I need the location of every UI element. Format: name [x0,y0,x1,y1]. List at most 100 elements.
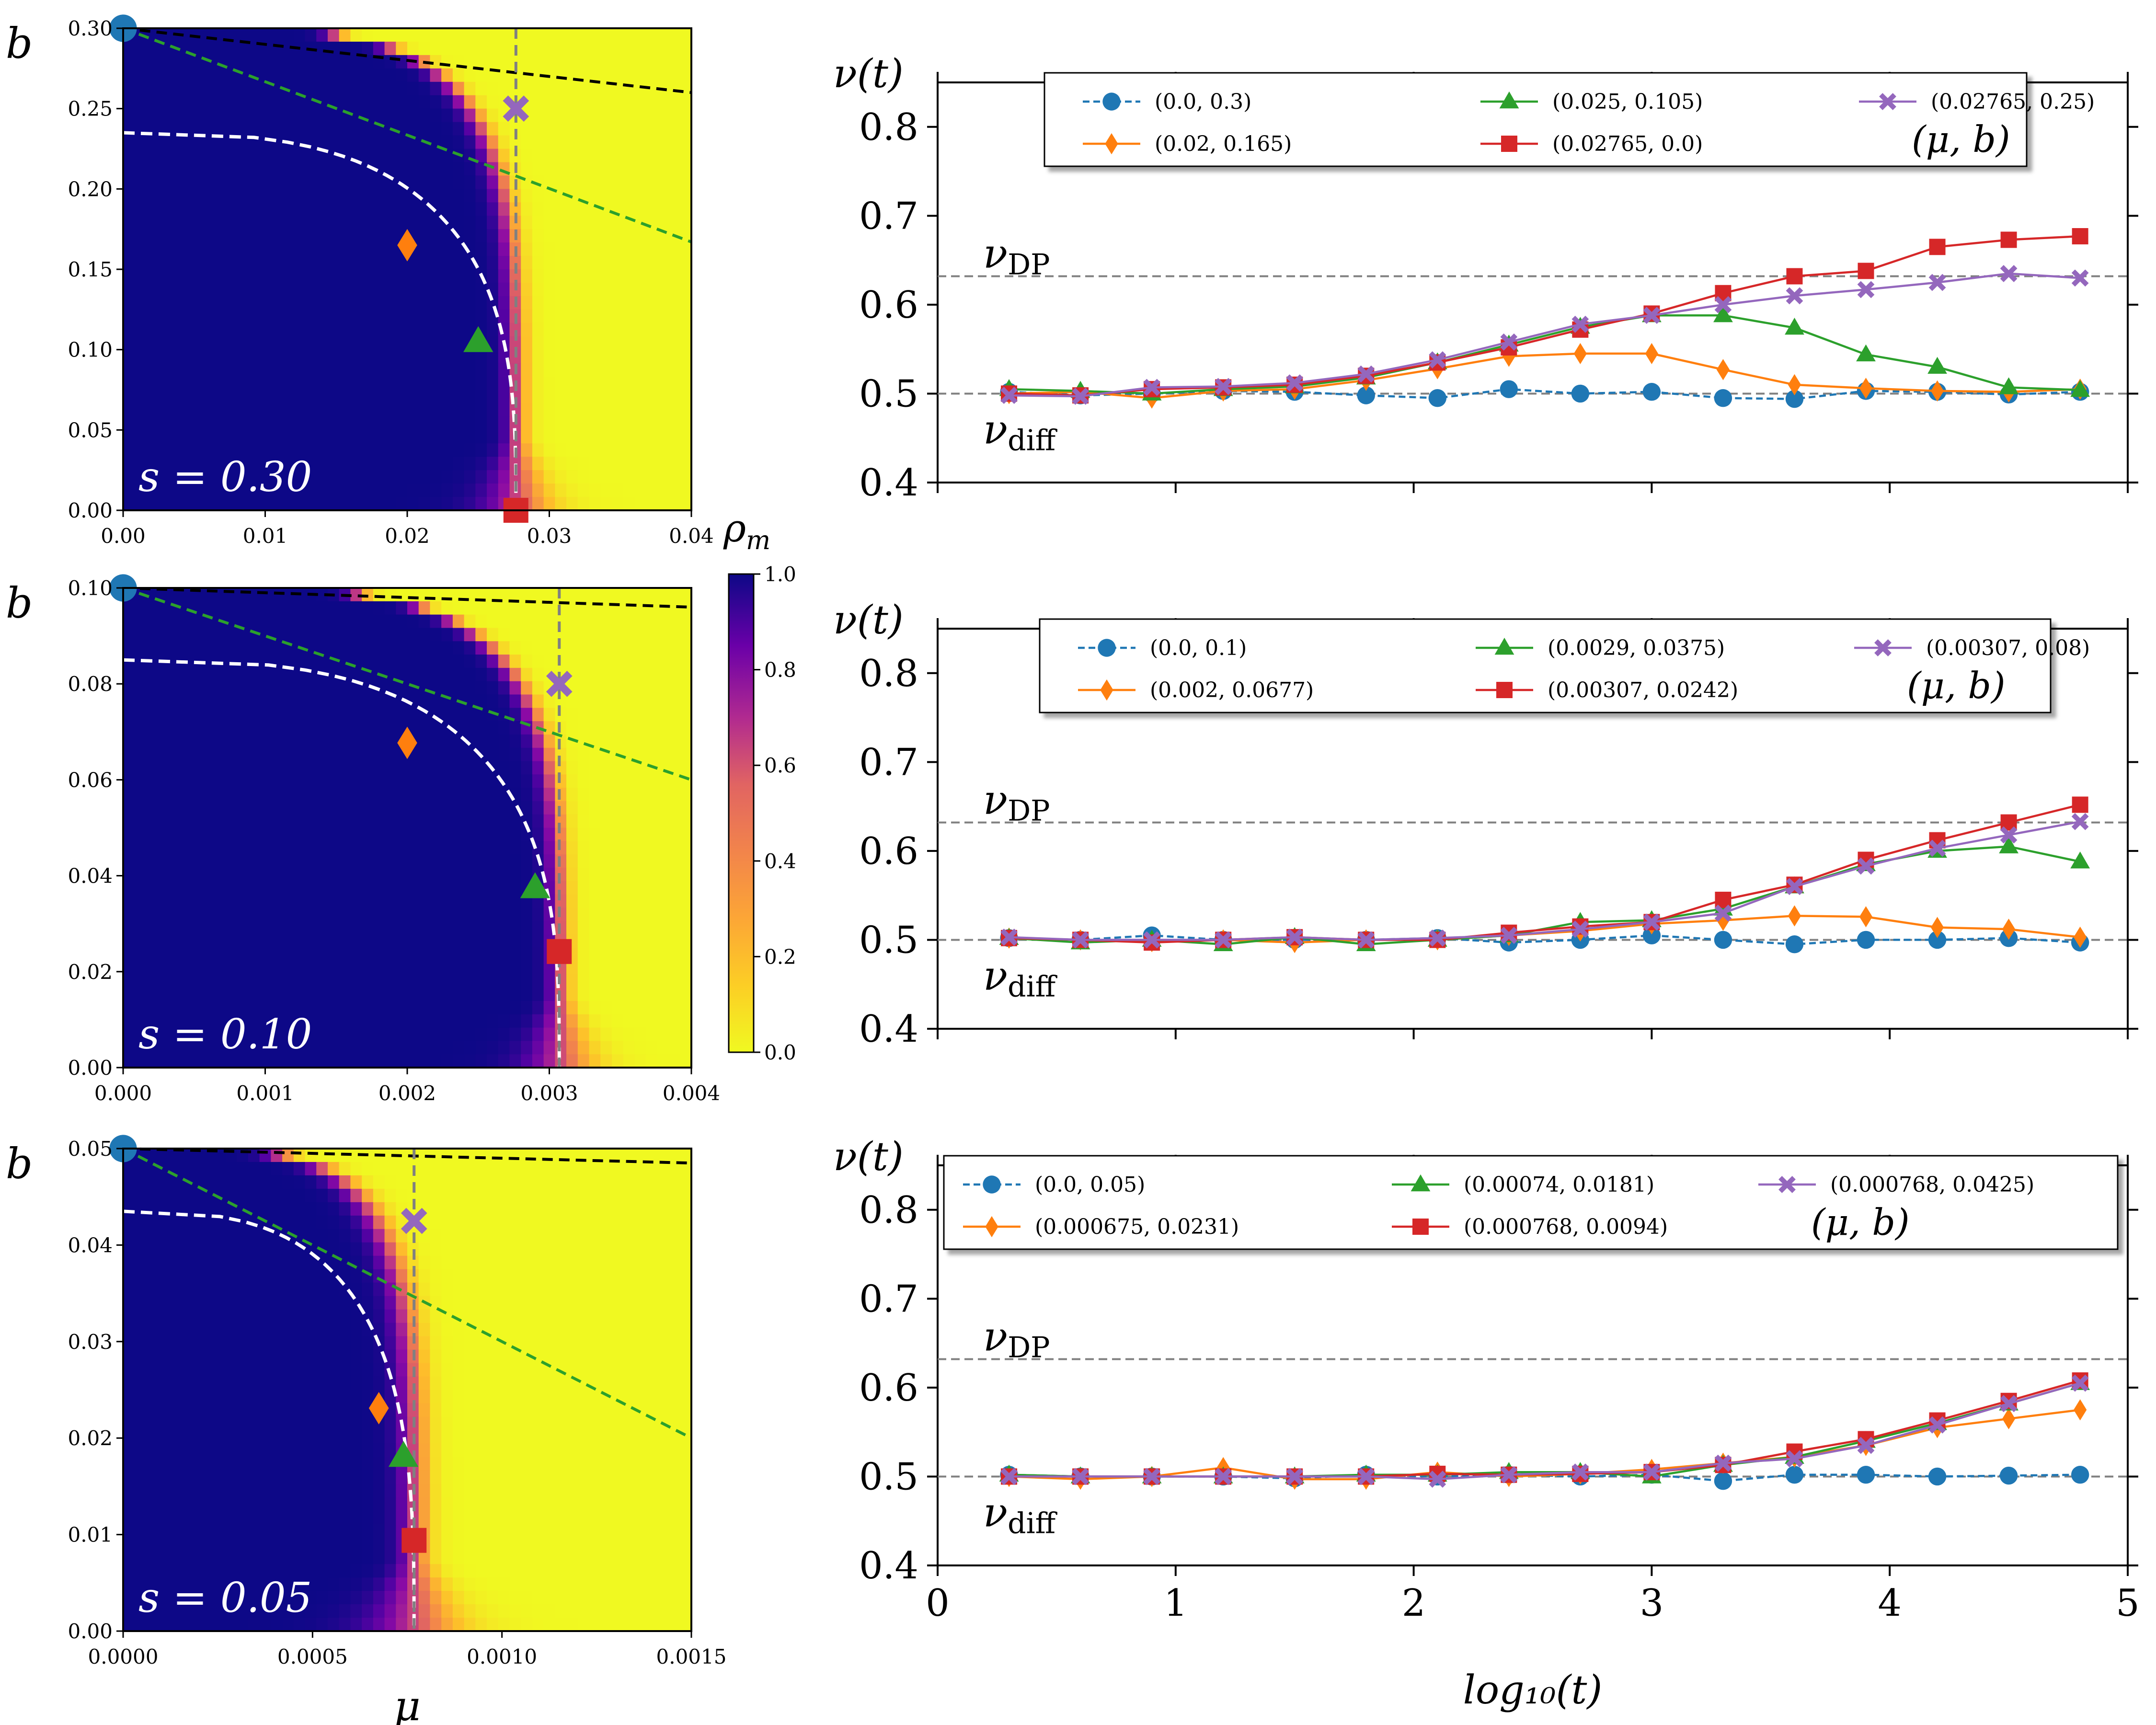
heatmap-cell [441,1390,453,1404]
heatmap-cell [668,175,680,189]
heatmap-cell [532,667,544,682]
heatmap-cell [146,988,158,1001]
heatmap-cell [475,681,487,695]
heatmap-cell [259,721,271,735]
heatmap-cell [248,336,260,350]
heatmap-cell [362,867,374,882]
heatmap-panel-1: 0.00 0.01 0.02 0.03 0.040.000.050.100.150.20… [6,14,714,548]
heatmap-cell [191,641,203,655]
heatmap-cell [589,1403,601,1417]
heatmap-cell [362,416,374,430]
heatmap-cell [134,470,147,484]
heatmap-cell [577,667,590,682]
heatmap-cell [180,841,192,855]
heatmap-cell [668,1484,680,1497]
heatmap-cell [305,189,317,203]
heatmap-cell [225,601,237,615]
heatmap-cell [464,1215,476,1230]
heatmap-cell [680,322,692,337]
heatmap-cell [248,497,260,511]
heatmap-cell [146,497,158,511]
heatmap-cell [271,1470,283,1484]
heatmap-cell [134,309,147,323]
heatmap-cell [259,828,271,841]
heatmap-cell [282,1215,294,1230]
heatmap-cell [373,403,385,417]
heatmap-cell [362,256,374,270]
heatmap-cell [430,788,442,802]
heatmap-cell [589,1054,601,1068]
heatmap-cell [668,149,680,163]
heatmap-cell [237,1296,249,1310]
heatmap-cell [543,149,555,163]
heatmap-cell [452,761,465,775]
heatmap-cell [623,1363,635,1377]
heatmap-cell [293,1296,306,1310]
heatmap-cell [611,122,624,136]
heatmap-cell [611,694,624,708]
heatmap-cell [248,202,260,216]
heatmap-cell [203,1363,215,1377]
heatmap-cell [282,1430,294,1444]
heatmap-cell [600,788,612,802]
heatmap-cell [225,1175,237,1189]
heatmap-cell [634,694,646,708]
heatmap-cell [157,229,169,243]
heatmap-cell [327,867,340,882]
heatmap-cell [305,601,317,615]
heatmap-cell [327,122,340,136]
heatmap-cell [248,1430,260,1444]
heatmap-cell [611,734,624,748]
heatmap-cell [680,28,692,42]
heatmap-cell [452,162,465,176]
heatmap-cell [214,641,226,655]
heatmap-cell [418,748,431,762]
heatmap-cell [487,934,499,948]
heatmap-cell [134,681,147,695]
heatmap-cell [191,921,203,935]
heatmap-cell [555,828,567,841]
heatmap-cell [316,122,328,136]
heatmap-cell [566,748,578,762]
heatmap-cell [498,841,510,855]
heatmap-cell [589,216,601,230]
heatmap-cell [327,601,340,615]
heatmap-cell [180,1309,192,1323]
heatmap-cell [498,269,510,283]
heatmap-cell [577,828,590,841]
heatmap-cell [498,430,510,444]
heatmap-cell [600,641,612,655]
heatmap-cell [600,68,612,82]
heatmap-cell [634,1162,646,1176]
heatmap-cell [316,1457,328,1471]
heatmap-cell [668,588,680,602]
heatmap-cell [646,1296,658,1310]
heatmap-cell [134,149,147,163]
heatmap-cell [396,934,408,948]
heatmap-cell [543,1242,555,1256]
heatmap-cell [566,309,578,323]
heatmap-cell [339,1054,351,1068]
heatmap-cell [680,55,692,69]
heatmap-cell [452,202,465,216]
heatmap-cell [134,269,147,283]
heatmap-cell [657,122,669,136]
heatmap-cell [668,349,680,364]
heatmap-cell [282,1041,294,1055]
heatmap-cell [407,1027,419,1041]
heatmap-cell [384,149,396,163]
heatmap-cell [327,1162,340,1176]
heatmap-cell [577,470,590,484]
heatmap-cell [123,974,135,988]
heatmap-cell [452,1162,465,1176]
heatmap-cell [271,149,283,163]
heatmap-cell [180,1430,192,1444]
heatmap-cell [339,390,351,404]
heatmap-cell [668,694,680,708]
heatmap-cell [418,28,431,42]
heatmap-cell [657,309,669,323]
heatmap-cell [680,1443,692,1457]
heatmap-cell [589,1443,601,1457]
heatmap-cell [362,242,374,256]
heatmap-cell [316,908,328,921]
